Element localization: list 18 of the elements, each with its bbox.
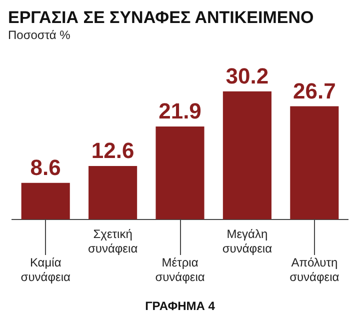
chart-subtitle: Ποσοστά % — [8, 28, 72, 43]
bar — [290, 106, 339, 220]
x-tick-label: Σχετική συνάφεια — [88, 226, 138, 256]
data-label: 26.7 — [292, 78, 336, 104]
chart-title: ΕΡΓΑΣΙΑ ΣΕ ΣΥΝΑΦΕΣ ΑΝΤΙΚΕΙΜΕΝΟ — [8, 8, 315, 28]
x-tick-label: Μέτρια συνάφεια — [155, 256, 205, 284]
text: ΓΡΑΦΗΜΑ 4 — [144, 299, 216, 313]
bar — [88, 166, 138, 220]
data-label: 30.2 — [226, 63, 269, 88]
data-label: 8.6 — [30, 155, 61, 180]
x-tick-label: Καμία συνάφεια — [20, 256, 70, 284]
bar — [156, 126, 204, 220]
data-label: 21.9 — [158, 98, 202, 124]
data-label: 12.6 — [91, 138, 134, 164]
x-tick-label: Απόλυτη συνάφεια — [290, 256, 340, 284]
bar — [21, 182, 70, 220]
x-tick-label: Μεγάλη συνάφεια — [222, 226, 272, 256]
bar — [222, 91, 272, 220]
